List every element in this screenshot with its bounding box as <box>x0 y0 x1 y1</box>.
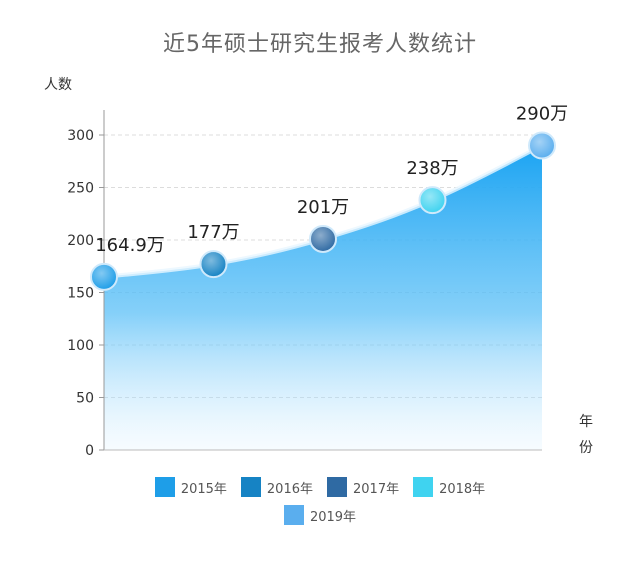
y-tick-label: 100 <box>67 338 94 354</box>
data-label: 238万 <box>406 158 458 179</box>
legend-label: 2019年 <box>309 509 357 525</box>
legend-item-3: 2017年 <box>327 477 399 497</box>
legend-swatch <box>154 477 175 497</box>
legend-item-2: 2016年 <box>240 477 313 497</box>
area-fill <box>104 145 542 450</box>
legend: 2015年 2016年 2017年 2018年 2019年 <box>100 477 540 533</box>
legend-label: 2017年 <box>353 481 400 497</box>
data-label: 201万 <box>297 197 349 218</box>
data-point-highlight <box>311 226 335 251</box>
y-tick-label: 0 <box>85 443 94 459</box>
data-label: 290万 <box>516 104 568 125</box>
legend-label: 2018年 <box>439 481 486 497</box>
legend-swatch <box>240 477 261 497</box>
y-axis-label: 人数 <box>44 77 72 93</box>
y-tick-label: 50 <box>76 391 94 407</box>
data-point-highlight <box>92 264 116 289</box>
x-axis-label: 年份 <box>579 414 593 456</box>
data-point-highlight <box>420 188 445 213</box>
y-tick-label: 300 <box>67 128 94 144</box>
legend-item-4: 2018年 <box>413 477 485 497</box>
legend-label: 2016年 <box>266 481 313 497</box>
legend-item-5: 2019年 <box>283 505 357 525</box>
y-tick-label: 200 <box>67 233 94 249</box>
data-label: 177万 <box>187 222 239 243</box>
legend-swatch <box>327 477 347 497</box>
legend-item-1: 2015年 <box>154 477 227 497</box>
legend-label: 2015年 <box>180 481 227 497</box>
data-label: 164.9万 <box>95 235 165 256</box>
legend-swatch <box>283 505 304 525</box>
y-tick-label: 250 <box>67 181 94 197</box>
y-tick-label: 150 <box>67 286 94 302</box>
legend-swatch <box>413 477 434 497</box>
data-point-highlight <box>201 252 226 277</box>
chart-title: 近5年硕士研究生报考人数统计 <box>163 32 477 57</box>
data-point-highlight <box>530 133 554 158</box>
area-chart: 0 50 100 150 200 250 300 164.9万 177万 201万 238万 290… <box>67 104 568 460</box>
